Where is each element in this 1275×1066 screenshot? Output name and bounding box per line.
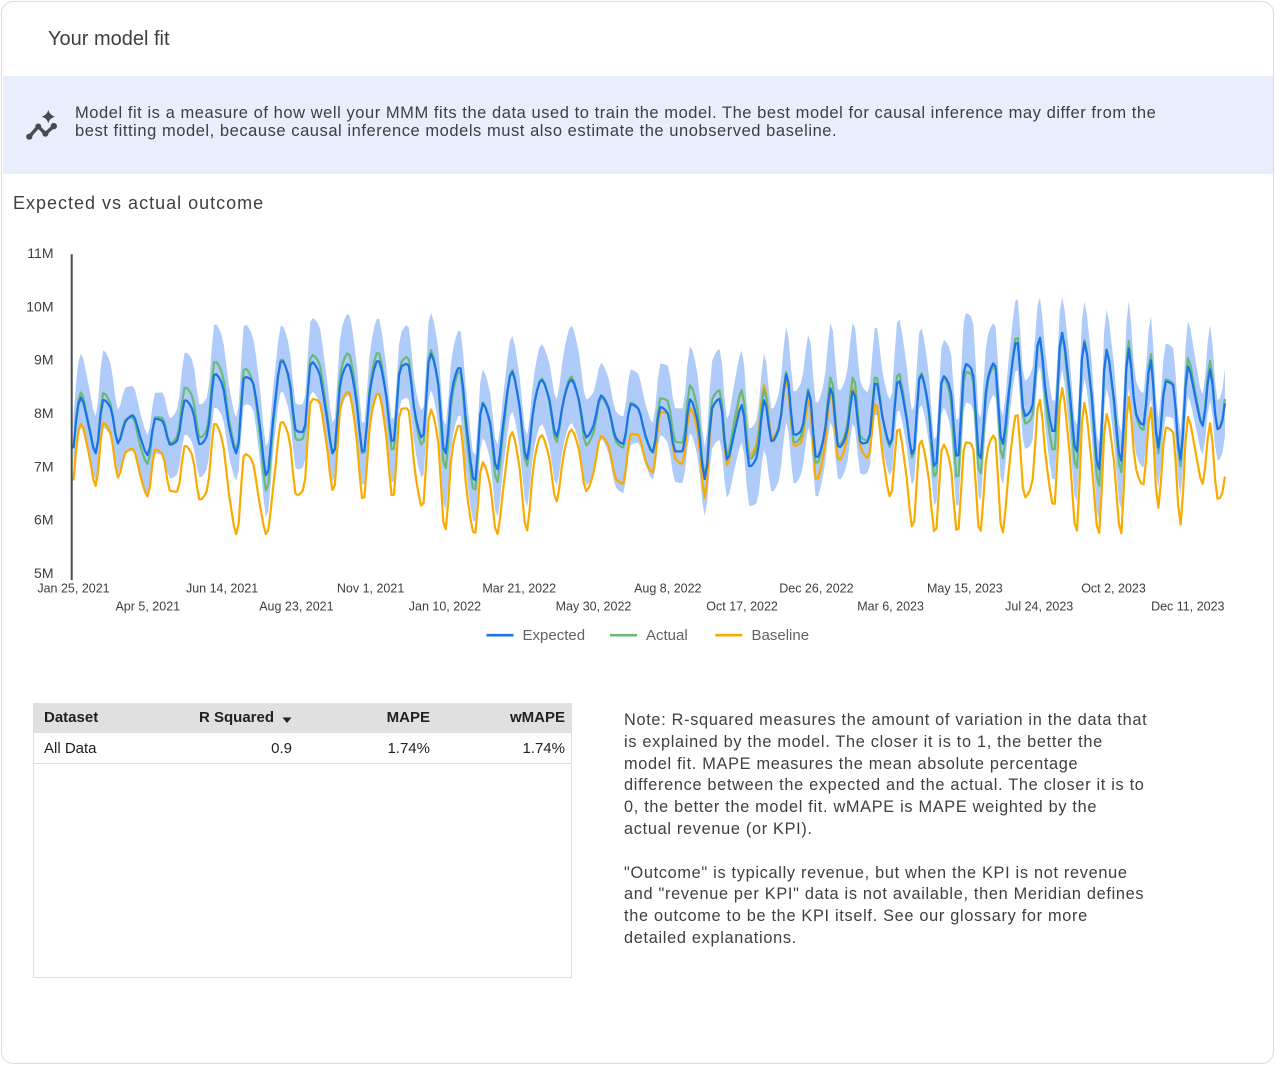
svg-text:Nov 1, 2021: Nov 1, 2021 bbox=[337, 582, 404, 596]
svg-text:7M: 7M bbox=[34, 458, 53, 474]
svg-text:Aug 23, 2021: Aug 23, 2021 bbox=[259, 600, 333, 614]
svg-text:Mar 21, 2022: Mar 21, 2022 bbox=[482, 582, 556, 596]
svg-text:Dec 11, 2023: Dec 11, 2023 bbox=[1151, 600, 1224, 614]
svg-text:8M: 8M bbox=[34, 405, 53, 421]
svg-text:Oct 2, 2023: Oct 2, 2023 bbox=[1081, 582, 1146, 596]
svg-text:Oct 17, 2022: Oct 17, 2022 bbox=[706, 600, 778, 614]
svg-text:10M: 10M bbox=[26, 298, 53, 314]
svg-text:Jan 25, 2021: Jan 25, 2021 bbox=[37, 582, 109, 596]
svg-text:Baseline: Baseline bbox=[752, 627, 810, 644]
svg-text:Expected: Expected bbox=[523, 627, 586, 644]
svg-text:Actual: Actual bbox=[646, 627, 688, 644]
svg-text:Jan 10, 2022: Jan 10, 2022 bbox=[409, 600, 481, 614]
svg-text:May 30, 2022: May 30, 2022 bbox=[556, 600, 632, 614]
svg-text:11M: 11M bbox=[27, 245, 53, 261]
svg-text:Dec 26, 2022: Dec 26, 2022 bbox=[779, 582, 853, 596]
svg-text:Aug 8, 2022: Aug 8, 2022 bbox=[634, 582, 701, 596]
svg-text:Mar 6, 2023: Mar 6, 2023 bbox=[857, 600, 924, 614]
svg-text:Jul 24, 2023: Jul 24, 2023 bbox=[1005, 600, 1073, 614]
svg-text:5M: 5M bbox=[34, 565, 53, 581]
svg-text:Jun 14, 2021: Jun 14, 2021 bbox=[186, 582, 258, 596]
svg-text:Apr 5, 2021: Apr 5, 2021 bbox=[115, 600, 180, 614]
svg-text:6M: 6M bbox=[34, 512, 53, 528]
svg-text:9M: 9M bbox=[34, 352, 53, 368]
svg-text:May 15, 2023: May 15, 2023 bbox=[927, 582, 1003, 596]
